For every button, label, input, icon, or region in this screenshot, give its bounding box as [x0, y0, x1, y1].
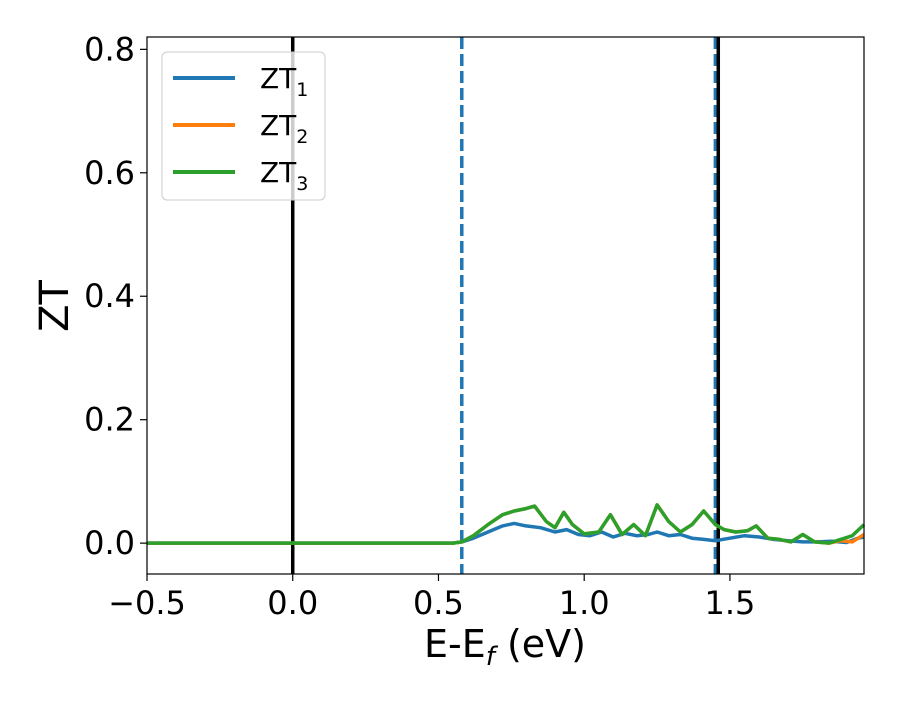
x-tick-label: −0.5	[108, 584, 186, 622]
y-tick-label: 0.2	[84, 401, 135, 439]
x-axis-label: E-Ef (eV)	[424, 622, 586, 672]
legend-label-3: ZT3	[260, 156, 308, 195]
x-tick-label: 0.5	[413, 584, 464, 622]
legend-label-2: ZT2	[260, 109, 308, 148]
y-axis-ticks: 0.0 0.2 0.4 0.6 0.8	[84, 30, 147, 562]
y-axis-label: ZT	[32, 280, 78, 332]
x-tick-label: 1.5	[704, 584, 755, 622]
legend: ZT1 ZT2 ZT3	[161, 51, 326, 201]
y-tick-label: 0.4	[84, 277, 135, 315]
series-group	[147, 503, 866, 545]
legend-frame	[161, 51, 326, 201]
legend-label-1: ZT1	[260, 62, 308, 101]
x-tick-label: 1.0	[559, 584, 610, 622]
plot-frame	[146, 36, 865, 575]
x-tick-label: 0.0	[267, 584, 318, 622]
x-axis-ticks: −0.5 0.0 0.5 1.0 1.5	[108, 574, 755, 622]
y-tick-label: 0.8	[84, 30, 135, 68]
y-tick-label: 0.0	[84, 524, 135, 562]
y-tick-label: 0.6	[84, 154, 135, 192]
series-line-3	[147, 503, 866, 545]
